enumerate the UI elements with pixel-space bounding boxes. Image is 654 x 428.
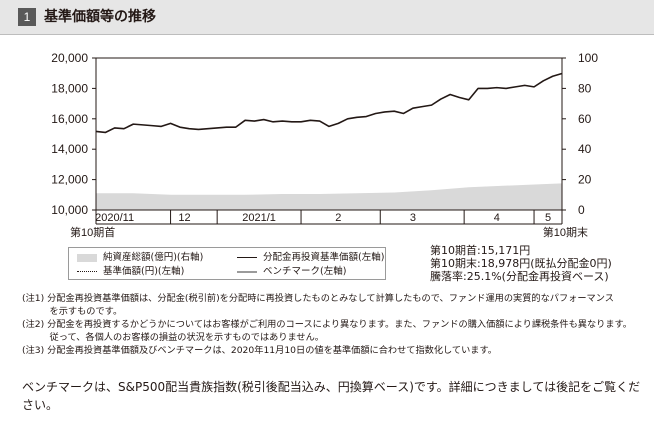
y-tick-label-right: 100: [578, 51, 598, 65]
section-title: 基準価額等の推移: [44, 9, 156, 25]
y-tick-label-left: 18,000: [51, 81, 88, 95]
legend-label-benchmark: ベンチマーク(左軸): [263, 266, 347, 277]
legend-swatch-dotted: [77, 271, 97, 272]
y-tick-label-right: 40: [578, 142, 592, 156]
summary-change: 騰落率:25.1%(分配金再投資ベース): [430, 270, 609, 283]
summary-end: 第10期末:18,978円(既払分配金0円): [430, 257, 612, 270]
x-start-label: 第10期首: [70, 225, 115, 239]
y-tick-label-right: 60: [578, 112, 592, 126]
nav-chart: 20,000 18,000 16,000 14,000 12,000 10,000 100 8…: [51, 51, 598, 239]
legend-label-reinvested-nav: 分配金再投資基準価額(左軸): [263, 252, 385, 263]
section-header: 1 基準価額等の推移: [0, 0, 654, 35]
y-tick-label-left: 14,000: [51, 142, 88, 156]
note-line: (注3) 分配金再投資基準価額及びベンチマークは、2020年11月10日の値を基…: [22, 345, 497, 356]
y-tick-label-left: 20,000: [51, 51, 88, 65]
plot-frame: [95, 57, 563, 211]
y-tick-label-right: 0: [578, 203, 585, 217]
chart-legend: 純資産総額(億円)(右軸) 分配金再投資基準価額(左軸) 基準価額(円)(左軸)…: [68, 247, 386, 280]
y-tick-label-left: 12,000: [51, 173, 88, 187]
section-number: 1: [18, 8, 36, 26]
summary-start: 第10期首:15,171円: [430, 244, 531, 257]
y-tick-label-right: 20: [578, 173, 592, 187]
x-tick-label: 2: [335, 212, 341, 224]
y-tick-label-left: 10,000: [51, 203, 88, 217]
x-tick-label: 2021/1: [242, 212, 276, 224]
note-line: 従って、各個人のお客様の損益の状況を示すものではありません。: [22, 332, 324, 343]
y-tick-label-left: 16,000: [51, 112, 88, 126]
reinvested-nav-line: [95, 72, 563, 134]
legend-swatch-area: [77, 254, 97, 262]
x-tick-label: 5: [545, 212, 551, 224]
legend-swatch-gray: [237, 271, 257, 273]
x-tick-label: 4: [494, 212, 500, 224]
legend-swatch-solid: [237, 257, 257, 258]
note-line: (注2) 分配金を再投資するかどうかについてはお客様がご利用のコースにより異なり…: [22, 319, 632, 330]
note-line: (注1) 分配金再投資基準価額は、分配金(税引前)を分配時に再投資したものとみな…: [22, 293, 614, 304]
x-tick-label: 12: [178, 212, 190, 224]
net-assets-area: [96, 183, 562, 210]
note-line: を示すものです。: [22, 306, 123, 317]
x-tick-label: 3: [410, 212, 416, 224]
legend-label-nav: 基準価額(円)(左軸): [103, 266, 185, 277]
x-tick-label: 2020/11: [95, 212, 134, 224]
legend-label-net-assets: 純資産総額(億円)(右軸): [103, 252, 204, 263]
x-end-label: 第10期末: [543, 225, 588, 239]
performance-summary: 第10期首:15,171円 第10期末:18,978円(既払分配金0円) 騰落率…: [430, 244, 612, 283]
y-tick-label-right: 80: [578, 81, 592, 95]
footnotes: (注1) 分配金再投資基準価額は、分配金(税引前)を分配時に再投資したものとみな…: [22, 292, 642, 357]
benchmark-description: ベンチマークは、S&P500配当貴族指数(税引後配当込み、円換算ベース)です。詳…: [22, 380, 641, 412]
